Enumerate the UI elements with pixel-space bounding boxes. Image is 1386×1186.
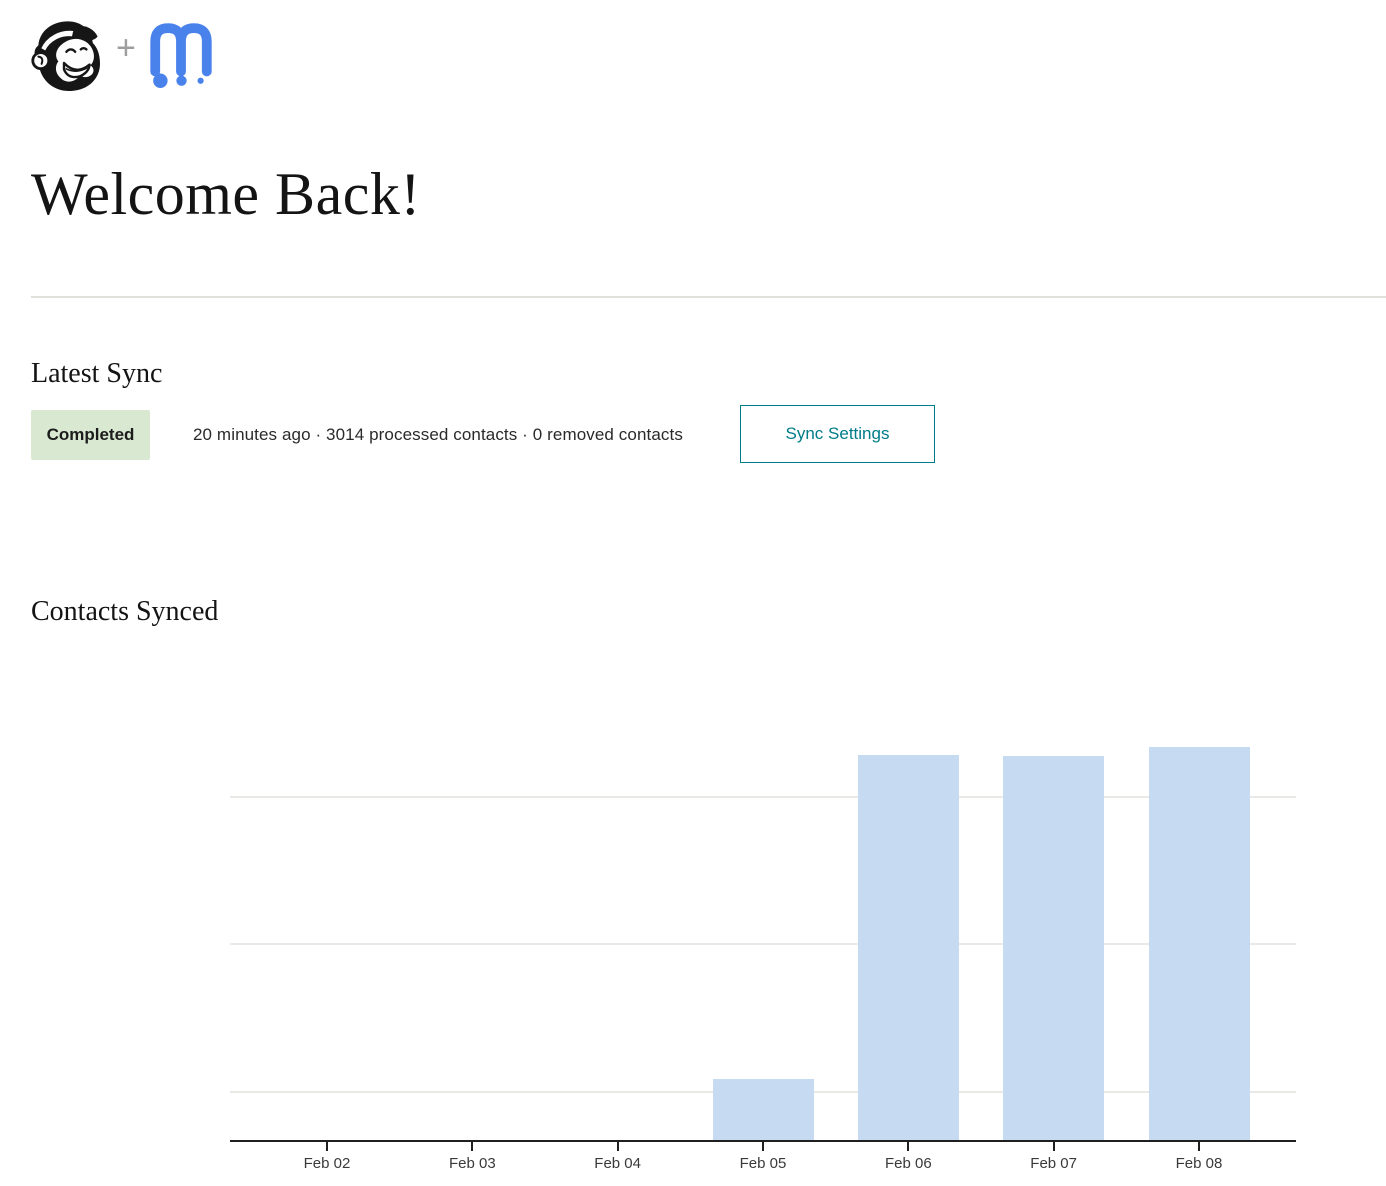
contacts-synced-heading: Contacts Synced [31, 596, 219, 627]
contacts-synced-chart: Feb 02 Feb 03 Feb 04 Feb 05 Feb 06 Feb 07 Feb … [230, 690, 1296, 1180]
m-dots-logo-icon [150, 23, 212, 88]
x-axis-tick [1052, 1142, 1055, 1151]
latest-sync-heading: Latest Sync [31, 358, 163, 389]
status-badge: Completed [31, 410, 150, 460]
x-axis-label: Feb 07 [1030, 1155, 1077, 1172]
gridline [230, 796, 1296, 799]
chart-plot [230, 690, 1296, 1142]
sync-summary: 20 minutes ago · 3014 processed contacts… [193, 425, 683, 444]
header-logos: + [28, 12, 212, 98]
x-axis-line [230, 1140, 1296, 1142]
page-title: Welcome Back! [31, 161, 421, 227]
chart-bar [1148, 747, 1250, 1142]
plus-icon: + [116, 28, 136, 67]
x-axis-tick [1198, 1142, 1200, 1151]
x-axis-label: Feb 02 [303, 1155, 351, 1172]
chart-bar [712, 1079, 814, 1142]
x-axis-label: Feb 06 [884, 1155, 932, 1172]
gridline [230, 943, 1296, 946]
chart-bar [857, 754, 959, 1142]
x-axis-tick [471, 1142, 474, 1151]
chart-bar [1003, 755, 1105, 1142]
sync-settings-button[interactable]: Sync Settings [740, 405, 935, 463]
mailchimp-freddie-icon [31, 21, 100, 92]
divider [31, 296, 1386, 298]
x-axis-label: Feb 03 [448, 1155, 496, 1172]
x-axis-tick [762, 1142, 764, 1151]
x-axis-label: Feb 08 [1175, 1155, 1223, 1172]
x-axis-tick [907, 1142, 910, 1151]
x-axis-label: Feb 05 [739, 1155, 787, 1172]
x-axis-tick [616, 1142, 619, 1151]
x-axis-tick [326, 1142, 328, 1151]
x-axis-label: Feb 04 [594, 1155, 641, 1172]
